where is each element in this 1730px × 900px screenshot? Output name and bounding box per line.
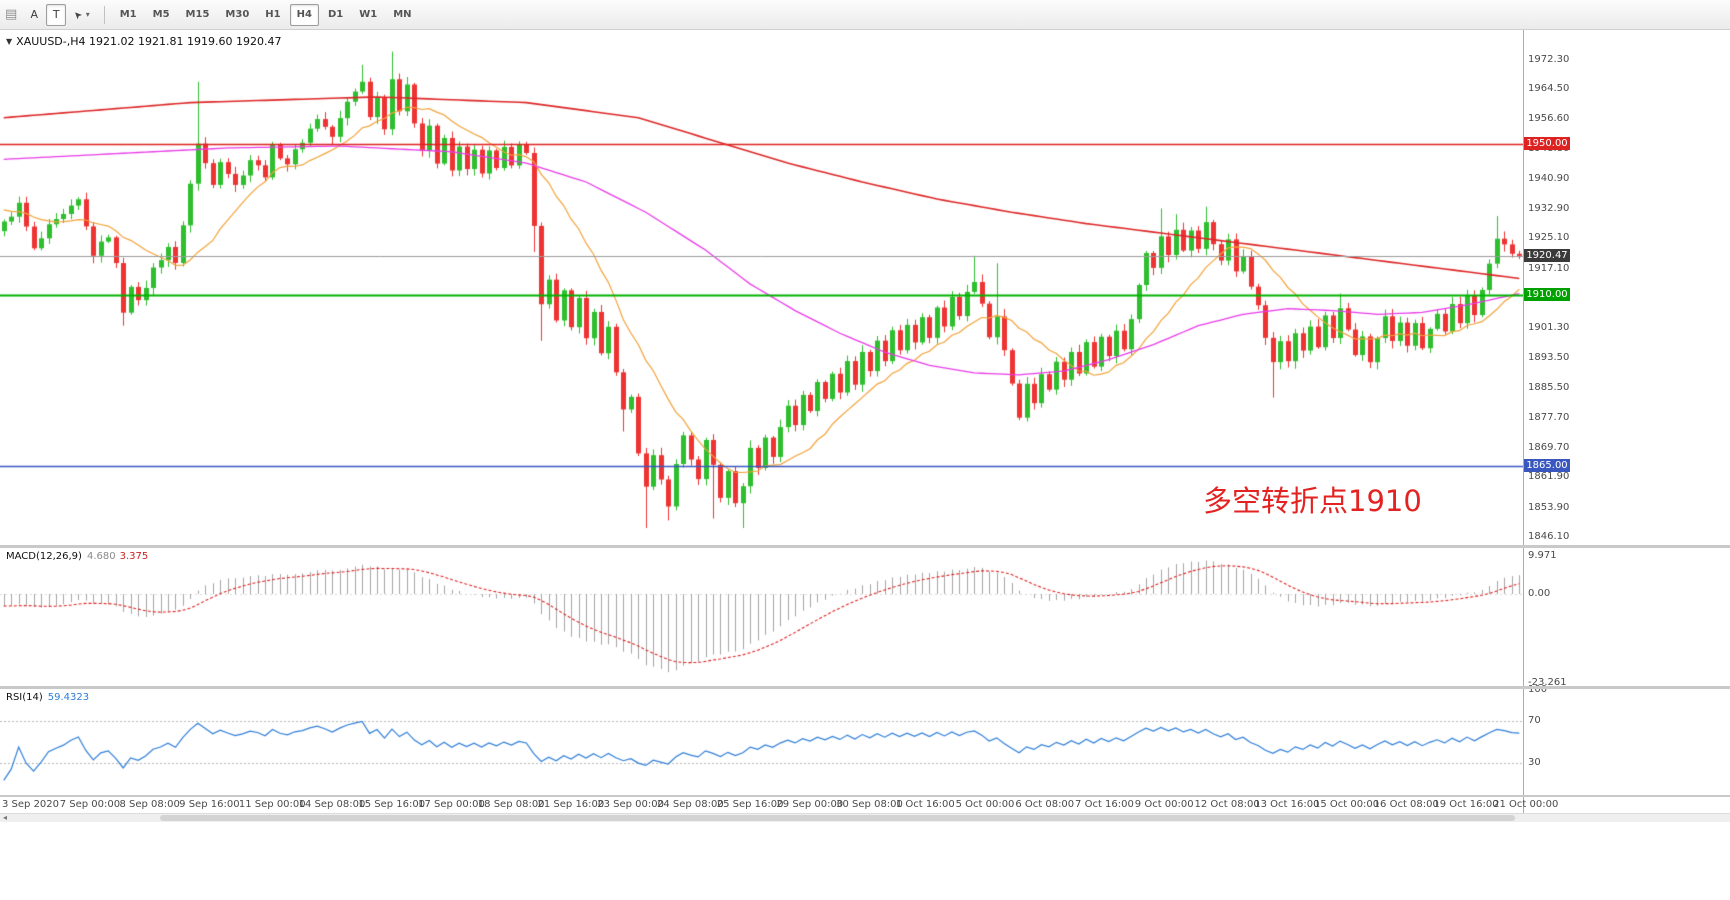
price-tick-label: 1917.10 — [1528, 262, 1570, 274]
time-axis-label: 5 Oct 00:00 — [955, 799, 1015, 810]
bid-price-badge: 1920.47 — [1524, 249, 1570, 262]
price-tick-label: 1956.60 — [1528, 113, 1570, 125]
chart-toolbar: ▤ A T ➤ ▾ M1 M5 M15 M30 H1 H4 D1 W1 MN — [0, 0, 1730, 30]
price-tick-label: 1885.50 — [1528, 382, 1570, 394]
time-axis-label: 25 Sep 16:00 — [716, 799, 784, 810]
time-axis-label: 23 Sep 00:00 — [597, 799, 664, 810]
time-axis-label: 13 Oct 16:00 — [1254, 799, 1320, 810]
time-axis-label: 3 Sep 2020 — [2, 799, 60, 810]
chart-annotation-text[interactable]: 多空转折点1910 — [1203, 484, 1422, 518]
timeframe-m5-button[interactable]: M5 — [146, 4, 177, 26]
scrollbar-thumb[interactable] — [160, 815, 1515, 821]
price-tick-label: 1869.70 — [1528, 441, 1570, 453]
chevron-down-icon: ▾ — [85, 10, 90, 19]
price-axis[interactable] — [1524, 30, 1594, 813]
timeframe-m1-button[interactable]: M1 — [113, 4, 144, 26]
rsi-tick-label: 100 — [1528, 684, 1548, 695]
macd-tick-label: -23.261 — [1528, 677, 1567, 689]
macd-main-value: 4.680 — [86, 551, 116, 562]
rsi-value: 59.4323 — [47, 692, 90, 703]
pane-separator[interactable] — [0, 545, 1730, 548]
annotation-a-button[interactable]: A — [24, 4, 44, 26]
price-tick-label: 1932.90 — [1528, 202, 1570, 214]
time-axis-label: 30 Sep 08:00 — [836, 799, 903, 810]
price-tick-label: 1846.10 — [1528, 531, 1570, 543]
price-chart-canvas[interactable] — [0, 30, 1523, 545]
timeframe-h4-button[interactable]: H4 — [289, 3, 319, 26]
horizontal-scrollbar[interactable]: ◂ — [0, 813, 1730, 822]
timeframe-w1-button[interactable]: W1 — [352, 4, 384, 26]
time-axis-label: 7 Sep 00:00 — [59, 799, 121, 810]
chart-title: ▼ XAUUSD-,H4 1921.02 1921.81 1919.60 1920… — [6, 35, 281, 48]
timeframe-m30-button[interactable]: M30 — [218, 4, 256, 26]
macd-indicator-canvas[interactable] — [0, 548, 1523, 686]
price-tick-label: 1925.10 — [1528, 232, 1570, 244]
rsi-tick-label: 30 — [1528, 757, 1541, 769]
price-tick-label: 1964.50 — [1528, 83, 1570, 95]
time-axis-label: 18 Sep 08:00 — [477, 799, 545, 810]
price-tick-label: 1853.90 — [1528, 501, 1570, 513]
price-level-badge: 1910.00 — [1524, 288, 1570, 301]
time-axis-label: 16 Oct 08:00 — [1373, 799, 1439, 810]
time-axis-label: 14 Sep 08:00 — [298, 799, 366, 810]
text-tool-button[interactable]: T — [46, 3, 67, 26]
timeframe-d1-button[interactable]: D1 — [321, 4, 350, 26]
price-tick-label: 1940.90 — [1528, 172, 1570, 184]
price-level-badge: 1950.00 — [1524, 137, 1570, 150]
macd-indicator-label: MACD(12,26,9) 4.680 3.375 — [6, 551, 148, 562]
time-axis[interactable]: 3 Sep 2020 7 Sep 00:00 8 Sep 08:00 9 Sep 16… — [0, 797, 1558, 813]
rsi-tick-label: 70 — [1528, 714, 1541, 726]
price-tick-label: 1861.90 — [1528, 471, 1570, 483]
macd-tick-label: 0.00 — [1528, 588, 1551, 599]
price-tick-label: 1972.30 — [1528, 53, 1570, 65]
rsi-indicator-label: RSI(14) 59.4323 — [6, 692, 89, 703]
time-axis-label: 15 Sep 16:00 — [358, 799, 426, 810]
time-axis-label: 19 Oct 16:00 — [1433, 799, 1499, 810]
scroll-left-icon[interactable]: ◂ — [3, 813, 8, 822]
time-axis-label: 17 Sep 00:00 — [418, 799, 485, 810]
time-axis-label: 7 Oct 16:00 — [1075, 799, 1134, 810]
pane-separator[interactable] — [0, 686, 1730, 689]
time-axis-label: 21 Sep 16:00 — [537, 799, 605, 810]
price-tick-label: 1877.70 — [1528, 411, 1570, 423]
price-level-badge: 1865.00 — [1524, 459, 1570, 472]
macd-signal-value: 3.375 — [119, 551, 149, 562]
time-axis-label: 29 Sep 00:00 — [776, 799, 844, 810]
time-axis-label: 9 Oct 00:00 — [1134, 799, 1194, 810]
toolbar-drag-handle-icon[interactable]: ▤ — [5, 7, 18, 22]
time-axis-label: 15 Oct 00:00 — [1313, 799, 1380, 810]
time-axis-label: 21 Oct 00:00 — [1493, 799, 1559, 810]
time-axis-label: 9 Sep 16:00 — [179, 799, 240, 810]
macd-name: MACD(12,26,9) — [6, 551, 82, 562]
time-axis-label: 6 Oct 08:00 — [1015, 799, 1075, 810]
time-axis-label: 12 Oct 08:00 — [1194, 799, 1260, 810]
timeframe-mn-button[interactable]: MN — [386, 4, 418, 26]
cursor-tool-dropdown-button[interactable]: ➤ ▾ — [68, 4, 95, 26]
time-axis-label: 24 Sep 08:00 — [656, 799, 724, 810]
chart-title-text: XAUUSD-,H4 1921.02 1921.81 1919.60 1920.… — [16, 35, 282, 48]
chart-title-arrow-icon[interactable]: ▼ — [6, 37, 13, 46]
timeframe-h1-button[interactable]: H1 — [258, 4, 287, 26]
cursor-icon: ➤ — [71, 7, 86, 22]
toolbar-separator — [103, 5, 105, 24]
price-tick-label: 1901.30 — [1528, 322, 1570, 334]
rsi-indicator-canvas[interactable] — [0, 689, 1523, 795]
price-axis-border — [1523, 30, 1524, 813]
time-axis-label: 1 Oct 16:00 — [895, 799, 955, 810]
rsi-name: RSI(14) — [6, 692, 43, 703]
price-tick-label: 1893.50 — [1528, 351, 1570, 363]
macd-tick-label: 9.971 — [1528, 549, 1557, 561]
time-axis-label: 11 Sep 00:00 — [238, 799, 306, 810]
timeframe-m15-button[interactable]: M15 — [179, 4, 217, 26]
time-axis-label: 8 Sep 08:00 — [119, 799, 180, 810]
time-axis-border — [0, 795, 1730, 797]
